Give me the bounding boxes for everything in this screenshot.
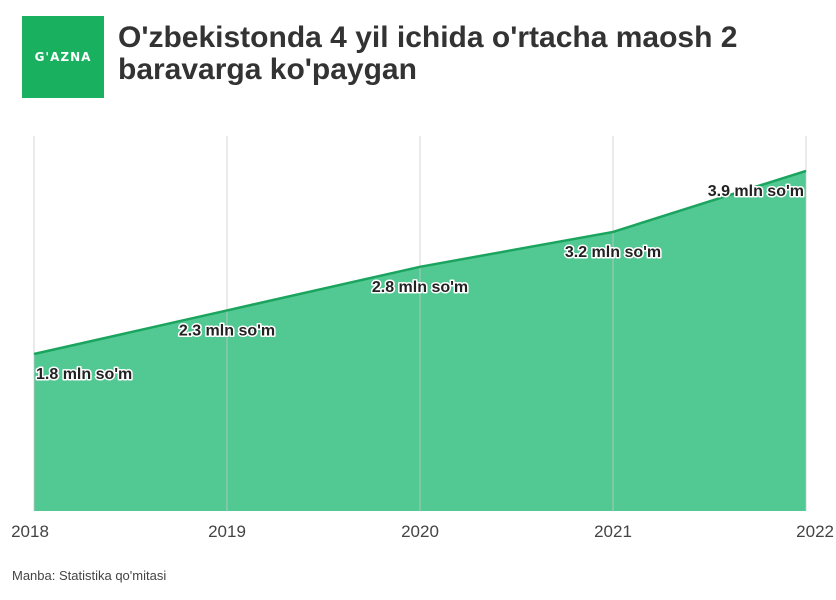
x-tick-2019: 2019 xyxy=(208,522,246,541)
logo-text: G'AZNA xyxy=(34,50,92,64)
data-label-2021: 3.2 mln so'm xyxy=(565,244,661,261)
source-note: Manba: Statistika qo'mitasi xyxy=(12,568,167,583)
data-label-2019: 2.3 mln so'm xyxy=(179,322,275,339)
chart-title: O'zbekistonda 4 yil ichida o'rtacha maos… xyxy=(118,21,738,86)
series-line xyxy=(33,169,807,356)
data-label-2022: 3.9 mln so'm xyxy=(708,183,804,200)
data-label-2020: 2.8 mln so'm xyxy=(372,279,468,296)
x-tick-2018: 2018 xyxy=(11,522,49,541)
area-chart: 1.8 mln so'm 2.3 mln so'm 2.8 mln so'm 3.2 … xyxy=(11,136,834,541)
x-tick-2020: 2020 xyxy=(401,522,439,541)
data-label-2018: 1.8 mln so'm xyxy=(36,366,132,383)
brand-logo: G'AZNA xyxy=(22,16,104,98)
x-tick-2021: 2021 xyxy=(594,522,632,541)
x-tick-2022: 2022 xyxy=(796,522,834,541)
